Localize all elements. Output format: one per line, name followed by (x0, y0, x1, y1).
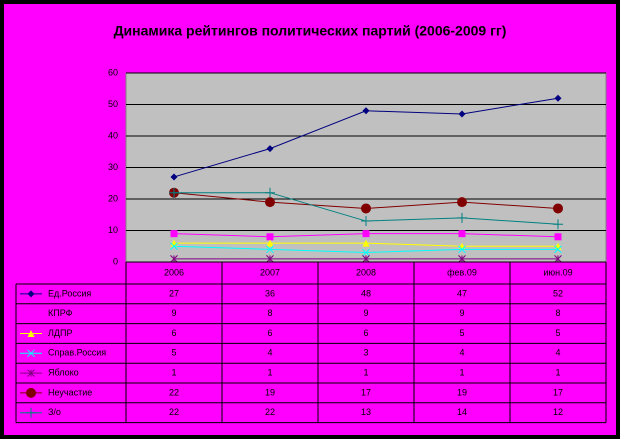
table-value: 1 (363, 367, 368, 377)
marker (265, 197, 275, 208)
table-value: 27 (169, 288, 179, 298)
table-value: 22 (265, 407, 275, 417)
marker (361, 203, 371, 214)
marker (361, 216, 371, 227)
y-tick-label: 30 (108, 162, 118, 172)
table-value: 6 (363, 328, 368, 338)
table-value: 22 (169, 387, 179, 397)
marker (458, 254, 466, 263)
marker (266, 145, 274, 153)
table-value: 9 (363, 308, 368, 318)
table-value: 1 (267, 367, 272, 377)
marker (266, 245, 274, 254)
marker (457, 197, 467, 208)
marker (26, 407, 36, 418)
legend-label: Справ.Россия (48, 348, 106, 358)
marker (27, 290, 35, 298)
table-value: 1 (171, 367, 176, 377)
table-value: 6 (171, 328, 176, 338)
marker (266, 233, 274, 241)
marker (27, 330, 35, 337)
table-value: 9 (171, 308, 176, 318)
marker (554, 233, 562, 241)
table-value: 1 (555, 367, 560, 377)
table-value: 17 (553, 387, 563, 397)
table-value: 3 (363, 348, 368, 358)
marker (457, 212, 467, 223)
marker (265, 187, 275, 198)
table-value: 4 (459, 348, 464, 358)
table-value: 5 (459, 328, 464, 338)
marker (554, 254, 562, 263)
table-value: 36 (265, 288, 275, 298)
table-value: 5 (555, 328, 560, 338)
marker (553, 203, 563, 214)
table-value: 22 (169, 407, 179, 417)
table-value: 52 (553, 288, 563, 298)
marker (362, 248, 370, 257)
table-value: 1 (459, 367, 464, 377)
legend-label: Неучастие (48, 387, 92, 397)
table-value: 12 (553, 407, 563, 417)
marker (362, 230, 370, 238)
marker (170, 173, 178, 181)
table-value: 4 (555, 348, 560, 358)
marker (362, 107, 370, 115)
x-tick-label: 2007 (260, 267, 280, 277)
y-tick-label: 50 (108, 99, 118, 109)
marker (553, 219, 563, 230)
legend-label: З/о (48, 407, 61, 417)
table-value: 19 (265, 387, 275, 397)
marker (27, 349, 35, 358)
x-tick-label: фев.09 (447, 267, 477, 277)
table-value: 13 (361, 407, 371, 417)
marker (458, 230, 466, 238)
legend-label: Ед.Россия (48, 288, 91, 298)
legend-label: КПРФ (48, 308, 73, 318)
marker (27, 310, 35, 318)
marker (169, 187, 179, 198)
table-value: 14 (457, 407, 467, 417)
marker (458, 245, 466, 254)
marker (27, 369, 35, 377)
marker (26, 387, 36, 398)
marker (362, 254, 370, 263)
legend-label: Яблоко (48, 367, 79, 377)
marker (170, 230, 178, 238)
y-tick-label: 0 (113, 256, 118, 266)
marker (170, 254, 178, 263)
y-tick-label: 40 (108, 130, 118, 140)
marker (554, 94, 562, 102)
table-value: 9 (459, 308, 464, 318)
table-value: 19 (457, 387, 467, 397)
y-tick-label: 60 (108, 67, 118, 77)
y-tick-label: 10 (108, 225, 118, 235)
x-tick-label: 2006 (164, 267, 184, 277)
chart-title: Динамика рейтингов политических партий (… (114, 23, 507, 39)
x-tick-label: 2008 (356, 267, 376, 277)
table-value: 47 (457, 288, 467, 298)
marker (554, 245, 562, 254)
table-value: 8 (267, 308, 272, 318)
table-value: 4 (267, 348, 272, 358)
table-value: 5 (171, 348, 176, 358)
x-tick-label: июн.09 (543, 267, 572, 277)
table-value: 6 (267, 328, 272, 338)
legend-label: ЛДПР (48, 328, 72, 338)
marker (266, 254, 274, 263)
marker (458, 110, 466, 118)
marker (170, 242, 178, 251)
marker (266, 239, 274, 247)
marker (362, 239, 370, 247)
table-value: 48 (361, 288, 371, 298)
table-value: 17 (361, 387, 371, 397)
table-value: 8 (555, 308, 560, 318)
y-tick-label: 20 (108, 193, 118, 203)
